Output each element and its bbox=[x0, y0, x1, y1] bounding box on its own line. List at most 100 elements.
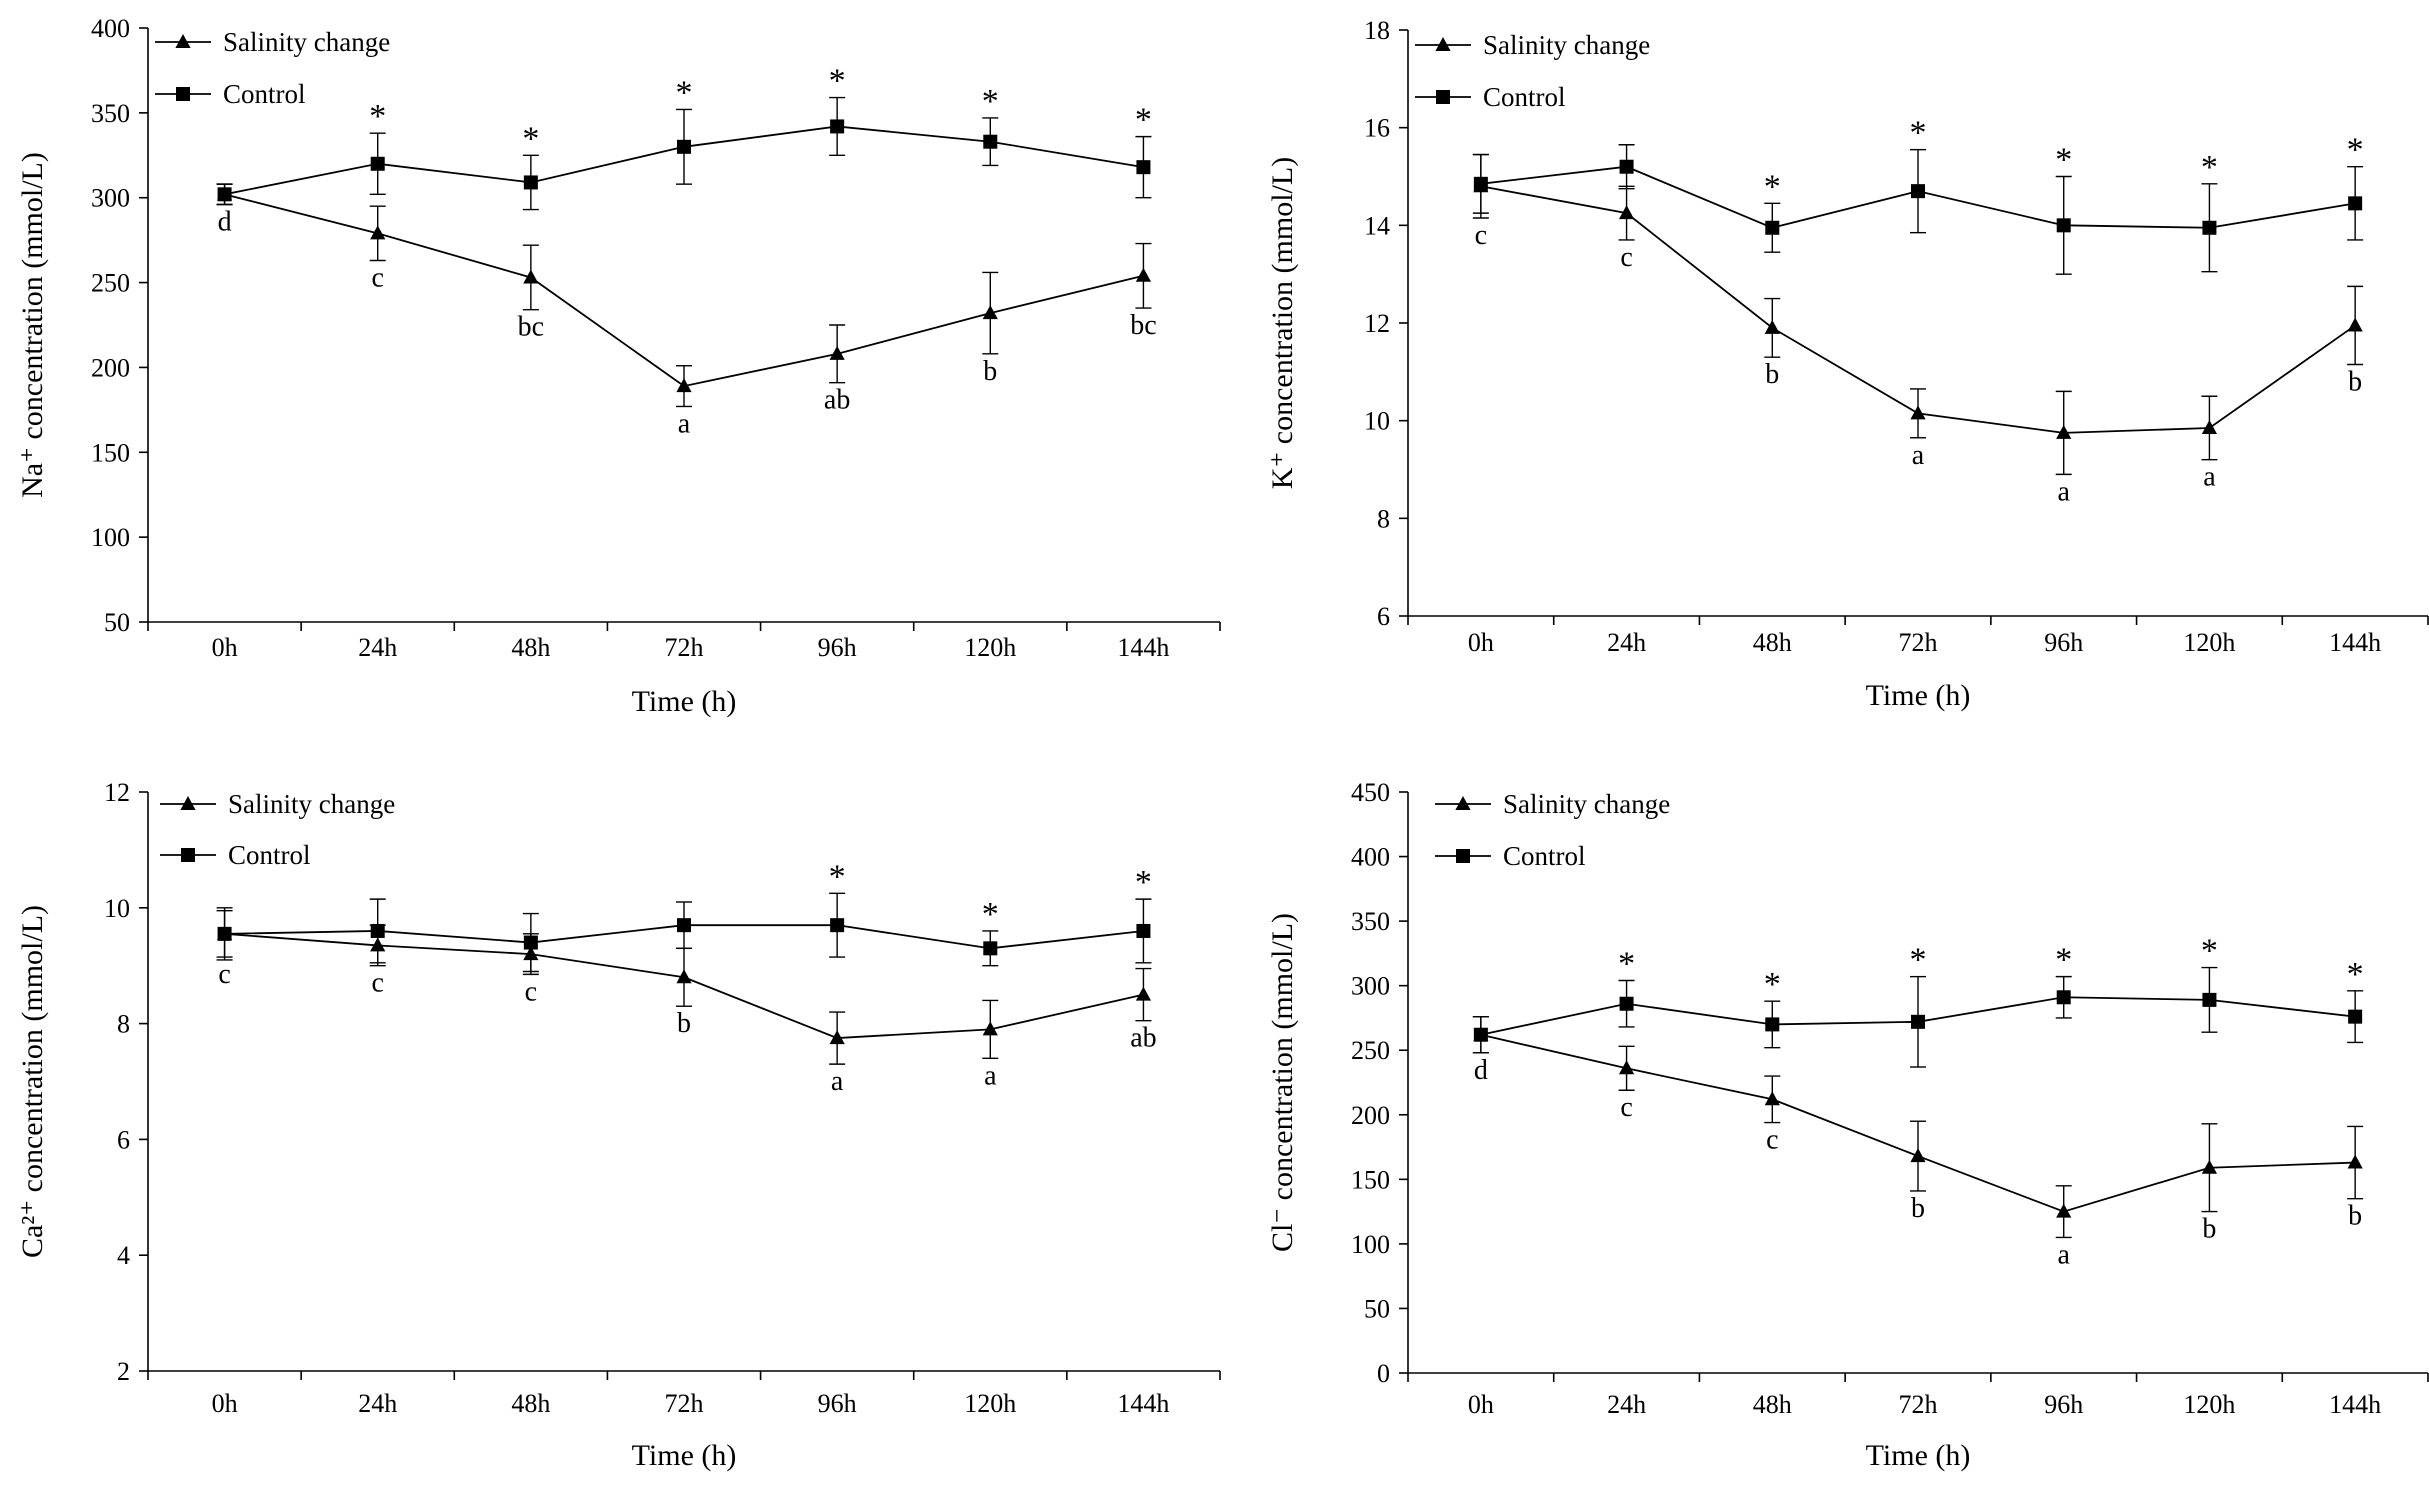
y-tick-label: 350 bbox=[91, 99, 130, 128]
significance-letter: ab bbox=[1130, 1023, 1156, 1054]
data-point-triangle bbox=[2347, 317, 2363, 332]
x-tick-label: 72h bbox=[1899, 628, 1938, 657]
y-tick-label: 150 bbox=[91, 438, 130, 467]
data-point-triangle bbox=[1764, 1091, 1780, 1106]
significance-star: * bbox=[369, 98, 386, 135]
y-tick-label: 250 bbox=[91, 269, 130, 298]
legend-label: Control bbox=[223, 79, 306, 109]
significance-letter: b bbox=[2348, 1201, 2362, 1232]
legend: Salinity change Control bbox=[1435, 789, 1670, 871]
y-tick-label: 8 bbox=[1377, 504, 1390, 533]
data-point-triangle bbox=[829, 1030, 845, 1045]
data-point-square bbox=[2202, 220, 2217, 235]
legend-marker-square bbox=[176, 87, 190, 101]
data-point-square bbox=[523, 175, 538, 190]
significance-star: * bbox=[1764, 966, 1781, 1003]
significance-star: * bbox=[1135, 864, 1152, 901]
x-tick-label: 144h bbox=[2329, 1390, 2381, 1419]
y-tick-label: 100 bbox=[1351, 1230, 1390, 1259]
legend: Salinity change Control bbox=[1415, 30, 1650, 112]
data-point-square bbox=[830, 918, 845, 933]
data-point-triangle bbox=[1764, 319, 1780, 334]
significance-letter: c bbox=[1620, 1092, 1632, 1123]
y-axis-title: Ca²⁺ concentration (mmol/L) bbox=[16, 905, 49, 1258]
series-control: * * * bbox=[216, 858, 1152, 973]
x-tick-label: 96h bbox=[818, 633, 857, 662]
y-tick-label: 250 bbox=[1351, 1036, 1390, 1065]
data-point-square bbox=[677, 139, 691, 154]
data-point-square bbox=[217, 187, 232, 202]
data-point-triangle bbox=[2056, 424, 2072, 439]
significance-letter: b bbox=[1765, 359, 1779, 390]
data-point-square bbox=[2202, 992, 2217, 1007]
chart-panel-2: 6 8 10 12 14 16 18 0h 24h 48h 72h 96h 120h 144h Time (… bbox=[1266, 16, 2429, 712]
significance-star: * bbox=[982, 896, 999, 933]
data-point-square bbox=[370, 156, 385, 171]
x-tick-label: 48h bbox=[1753, 1390, 1792, 1419]
significance-star: * bbox=[829, 63, 846, 100]
y-tick-label: 200 bbox=[1351, 1101, 1390, 1130]
y-tick-label: 150 bbox=[1351, 1165, 1390, 1194]
legend-label: Salinity change bbox=[223, 27, 390, 57]
significance-star: * bbox=[1910, 942, 1927, 979]
data-point-square bbox=[2348, 1009, 2363, 1024]
series-control: * * * * * * bbox=[1472, 933, 2364, 1068]
legend-marker-triangle bbox=[1435, 37, 1451, 51]
y-tick-label: 10 bbox=[1364, 407, 1390, 436]
y-tick-label: 6 bbox=[1377, 602, 1390, 631]
significance-star: * bbox=[1764, 168, 1781, 205]
y-tick-label: 450 bbox=[1351, 778, 1390, 807]
series-salinity-change: d c bc a ab b bc bbox=[216, 183, 1157, 439]
significance-star: * bbox=[1910, 115, 1927, 152]
x-axis-title: Time (h) bbox=[1866, 679, 1971, 712]
chart-panel-1: 50 100 150 200 250 300 350 400 0h 24h 48h 72h 96h 120… bbox=[16, 14, 1221, 718]
legend-label: Control bbox=[1503, 841, 1586, 871]
data-point-square bbox=[217, 926, 232, 941]
data-point-triangle bbox=[676, 378, 692, 393]
significance-letter: b bbox=[983, 356, 997, 387]
series-control: * * * * * bbox=[1472, 115, 2364, 275]
y-tick-label: 8 bbox=[117, 1010, 130, 1039]
x-tick-label: 48h bbox=[1753, 628, 1792, 657]
legend-marker-triangle bbox=[180, 796, 196, 810]
significance-letter: a bbox=[831, 1066, 844, 1097]
x-tick-label: 144h bbox=[2329, 628, 2381, 657]
x-tick-label: 120h bbox=[964, 633, 1016, 662]
y-tick-label: 200 bbox=[91, 353, 130, 382]
y-tick-label: 10 bbox=[104, 894, 130, 923]
significance-letter: a bbox=[984, 1060, 997, 1091]
data-point-square bbox=[1473, 1027, 1488, 1042]
significance-star: * bbox=[2347, 132, 2364, 169]
legend-label: Control bbox=[1483, 82, 1566, 112]
y-tick-label: 2 bbox=[117, 1357, 130, 1386]
x-tick-label: 24h bbox=[1607, 1390, 1646, 1419]
significance-star: * bbox=[1135, 102, 1152, 139]
legend-label: Salinity change bbox=[1503, 789, 1670, 819]
significance-letter: a bbox=[1912, 440, 1925, 471]
x-tick-label: 72h bbox=[665, 1389, 704, 1418]
legend: Salinity change Control bbox=[160, 789, 395, 870]
x-tick-label: 96h bbox=[818, 1389, 857, 1418]
legend-marker-square bbox=[181, 848, 195, 862]
significance-letter: c bbox=[371, 263, 383, 294]
significance-letter: a bbox=[678, 408, 691, 439]
x-tick-label: 72h bbox=[1899, 1390, 1938, 1419]
data-point-triangle bbox=[1135, 267, 1152, 282]
data-point-square bbox=[1911, 1014, 1925, 1029]
data-point-triangle bbox=[523, 269, 539, 284]
y-axis-title: Cl⁻ concentration (mmol/L) bbox=[1266, 913, 1299, 1252]
data-point-square bbox=[2348, 196, 2363, 211]
significance-letter: a bbox=[2057, 476, 2070, 507]
x-tick-label: 0h bbox=[212, 633, 238, 662]
data-point-triangle bbox=[2056, 1203, 2072, 1218]
significance-star: * bbox=[2347, 956, 2364, 993]
legend-label: Salinity change bbox=[228, 789, 395, 819]
y-tick-label: 16 bbox=[1364, 114, 1390, 143]
significance-star: * bbox=[2055, 942, 2072, 979]
x-tick-label: 0h bbox=[212, 1389, 238, 1418]
y-tick-label: 400 bbox=[91, 14, 130, 43]
data-point-square bbox=[1911, 184, 1925, 199]
x-tick-label: 0h bbox=[1468, 1390, 1494, 1419]
y-tick-label: 350 bbox=[1351, 907, 1390, 936]
